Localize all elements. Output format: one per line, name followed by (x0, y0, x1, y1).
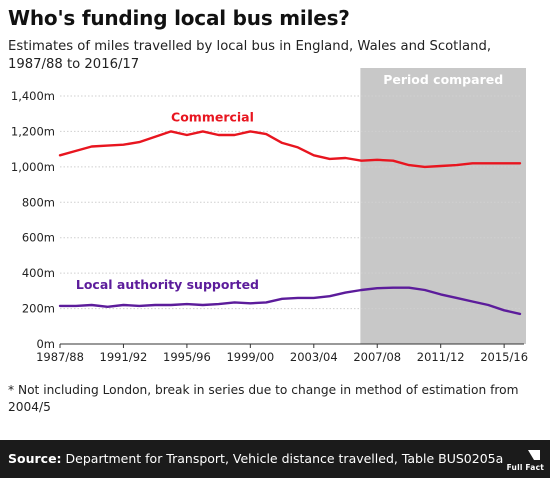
series-label-local-authority-supported: Local authority supported (76, 277, 259, 292)
y-tick-label: 200m (22, 302, 55, 316)
y-tick-label: 1,200m (11, 124, 55, 138)
x-tick-label: 1991/92 (100, 350, 148, 364)
line-chart: Period compared 0m 200m 400m 600m 800m 1,000m… (11, 68, 528, 364)
y-tick-label: 1,400m (11, 89, 55, 103)
x-axis-ticks: 1987/88 1991/92 1995/96 1999/00 2003/04 2007/… (36, 344, 528, 364)
y-axis-ticks: 0m 200m 400m 600m 800m 1,000m 1,200m 1,400m (11, 89, 55, 351)
chart-title: Who's funding local bus miles? (8, 6, 350, 30)
y-tick-label: 800m (22, 195, 55, 209)
period-compared-label: Period compared (383, 72, 503, 87)
chart-subtitle: Estimates of miles travelled by local bu… (8, 39, 492, 72)
x-tick-label: 2003/04 (290, 350, 338, 364)
x-tick-label: 1995/96 (163, 350, 211, 364)
logo-text: Full Fact (506, 463, 544, 472)
footer-bar: Source: Department for Transport, Vehicl… (0, 440, 550, 478)
footnote: * Not including London, break in series … (8, 383, 519, 414)
y-tick-label: 0m (36, 337, 55, 351)
full-fact-logo: Full Fact (506, 446, 546, 474)
period-compared-region (360, 68, 526, 344)
x-tick-label: 1999/00 (226, 350, 274, 364)
x-tick-label: 2011/12 (417, 350, 465, 364)
y-tick-label: 600m (22, 231, 55, 245)
source-line: Source: Department for Transport, Vehicl… (8, 451, 503, 466)
series-line-local-authority-supported (58, 286, 522, 316)
series-line-commercial (58, 130, 522, 169)
series-label-commercial: Commercial (171, 110, 254, 125)
y-tick-label: 400m (22, 266, 55, 280)
logo-icon (528, 450, 540, 460)
x-tick-label: 2007/08 (353, 350, 401, 364)
x-tick-label: 1987/88 (36, 350, 84, 364)
series-lines (58, 130, 522, 316)
source-text: Department for Transport, Vehicle distan… (65, 451, 504, 466)
source-label: Source: (8, 451, 62, 466)
x-tick-label: 2015/16 (480, 350, 528, 364)
y-tick-label: 1,000m (11, 160, 55, 174)
